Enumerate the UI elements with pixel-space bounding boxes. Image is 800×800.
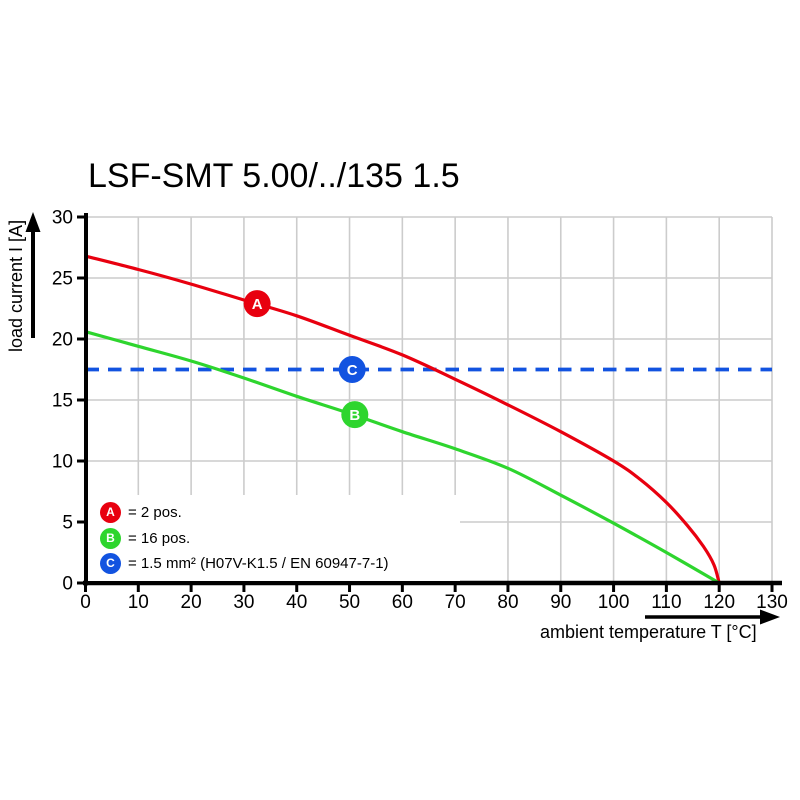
- marker-letter: B: [349, 407, 360, 424]
- legend-item-16pos: B = 16 pos.: [100, 527, 190, 549]
- x-tick-label: 20: [181, 592, 202, 613]
- y-axis-title: load current I [A]: [6, 219, 26, 352]
- x-tick-label: 110: [651, 592, 681, 613]
- marker-B: [341, 401, 369, 429]
- marker-A: [243, 290, 271, 318]
- curve-A: [85, 254, 721, 584]
- y-tick-label: 0: [62, 574, 73, 595]
- x-tick-label: 0: [80, 592, 91, 613]
- x-tick-label: 50: [339, 592, 360, 613]
- x-tick-label: 40: [286, 592, 307, 613]
- legend-badge-a-icon: A: [100, 501, 121, 523]
- legend-item-2pos: A = 2 pos.: [100, 501, 182, 523]
- legend-label: = 16 pos.: [128, 529, 191, 547]
- y-tick-label: 5: [62, 513, 73, 534]
- x-tick-label: 60: [392, 592, 413, 613]
- curve-B: [85, 330, 721, 585]
- legend-item-wire: C = 1.5 mm² (H07V-K1.5 / EN 60947-7-1): [100, 552, 389, 574]
- x-axis-title: ambient temperature T [°C]: [540, 622, 757, 642]
- legend: A = 2 pos. B = 16 pos. C = 1.5 mm² (H07V…: [88, 495, 460, 581]
- legend-badge-c-icon: C: [100, 552, 121, 574]
- y-tick-label: 15: [52, 391, 73, 412]
- x-axis-arrowhead-icon: [760, 609, 780, 625]
- marker-letter: A: [252, 296, 263, 313]
- legend-label: = 1.5 mm² (H07V-K1.5 / EN 60947-7-1): [128, 554, 389, 572]
- x-tick-label: 90: [550, 592, 571, 613]
- marker-C: [338, 356, 366, 383]
- x-tick-label: 120: [703, 592, 735, 613]
- y-axis-arrowhead-icon: [25, 212, 41, 232]
- legend-badge-b-icon: B: [100, 527, 121, 549]
- legend-label: = 2 pos.: [128, 503, 182, 521]
- x-tick-label: 80: [497, 592, 518, 613]
- y-tick-label: 10: [52, 452, 73, 473]
- x-tick-label: 130: [756, 592, 788, 613]
- x-tick-label: 10: [128, 592, 149, 613]
- y-tick-label: 25: [52, 269, 73, 290]
- x-tick-label: 30: [233, 592, 254, 613]
- y-tick-label: 30: [52, 208, 73, 229]
- x-tick-label: 100: [598, 592, 630, 613]
- marker-letter: C: [347, 362, 358, 379]
- x-tick-label: 70: [445, 592, 466, 613]
- y-tick-label: 20: [52, 330, 73, 351]
- chart-title: LSF-SMT 5.00/../135 1.5: [88, 157, 460, 195]
